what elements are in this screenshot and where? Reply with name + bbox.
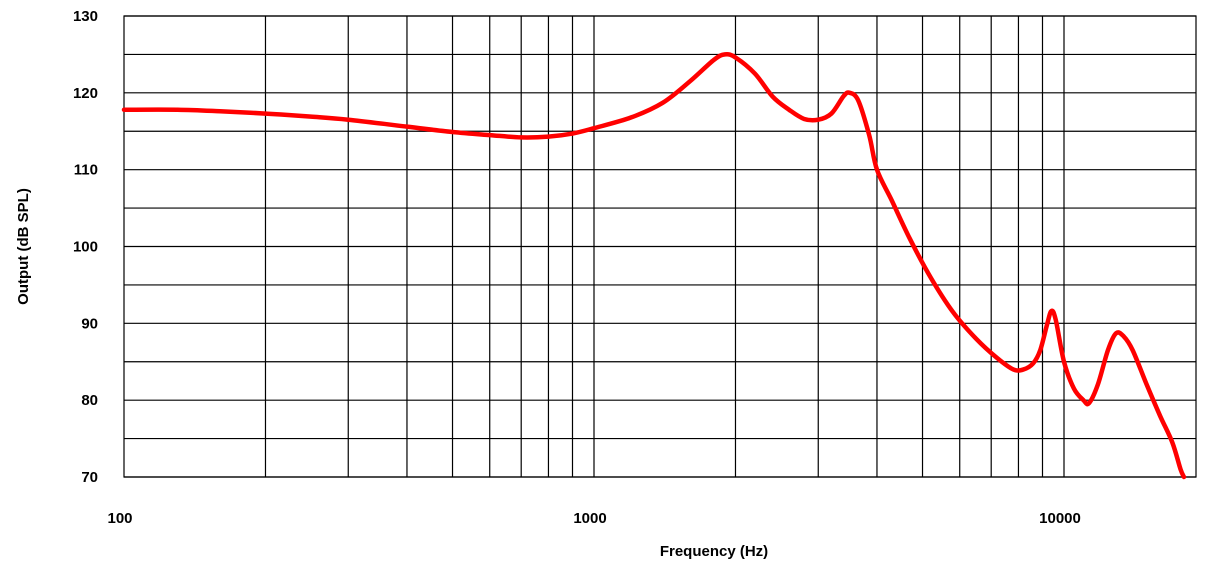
x-tick-label: 10000 — [1039, 510, 1081, 527]
x-tick-label: 100 — [107, 510, 132, 527]
y-tick-label: 100 — [73, 239, 98, 256]
x-axis-title: Frequency (Hz) — [660, 543, 768, 560]
y-tick-label: 130 — [73, 8, 98, 25]
grid-lines — [124, 15, 1196, 478]
x-tick-label: 1000 — [573, 510, 606, 527]
y-tick-label: 80 — [81, 392, 98, 409]
y-tick-label: 70 — [81, 469, 98, 486]
y-tick-label: 90 — [81, 315, 98, 332]
series-layer — [121, 52, 1187, 480]
y-axis-title: Output (dB SPL) — [15, 188, 32, 305]
x-axis-ticks: 100 1000 10000 — [107, 510, 1080, 527]
y-axis-ticks: 70 80 90 100 110 120 130 — [73, 8, 98, 486]
series-line — [121, 52, 1187, 480]
plot-border — [123, 15, 1197, 478]
y-tick-label: 110 — [74, 162, 98, 179]
y-tick-label: 120 — [73, 85, 98, 102]
